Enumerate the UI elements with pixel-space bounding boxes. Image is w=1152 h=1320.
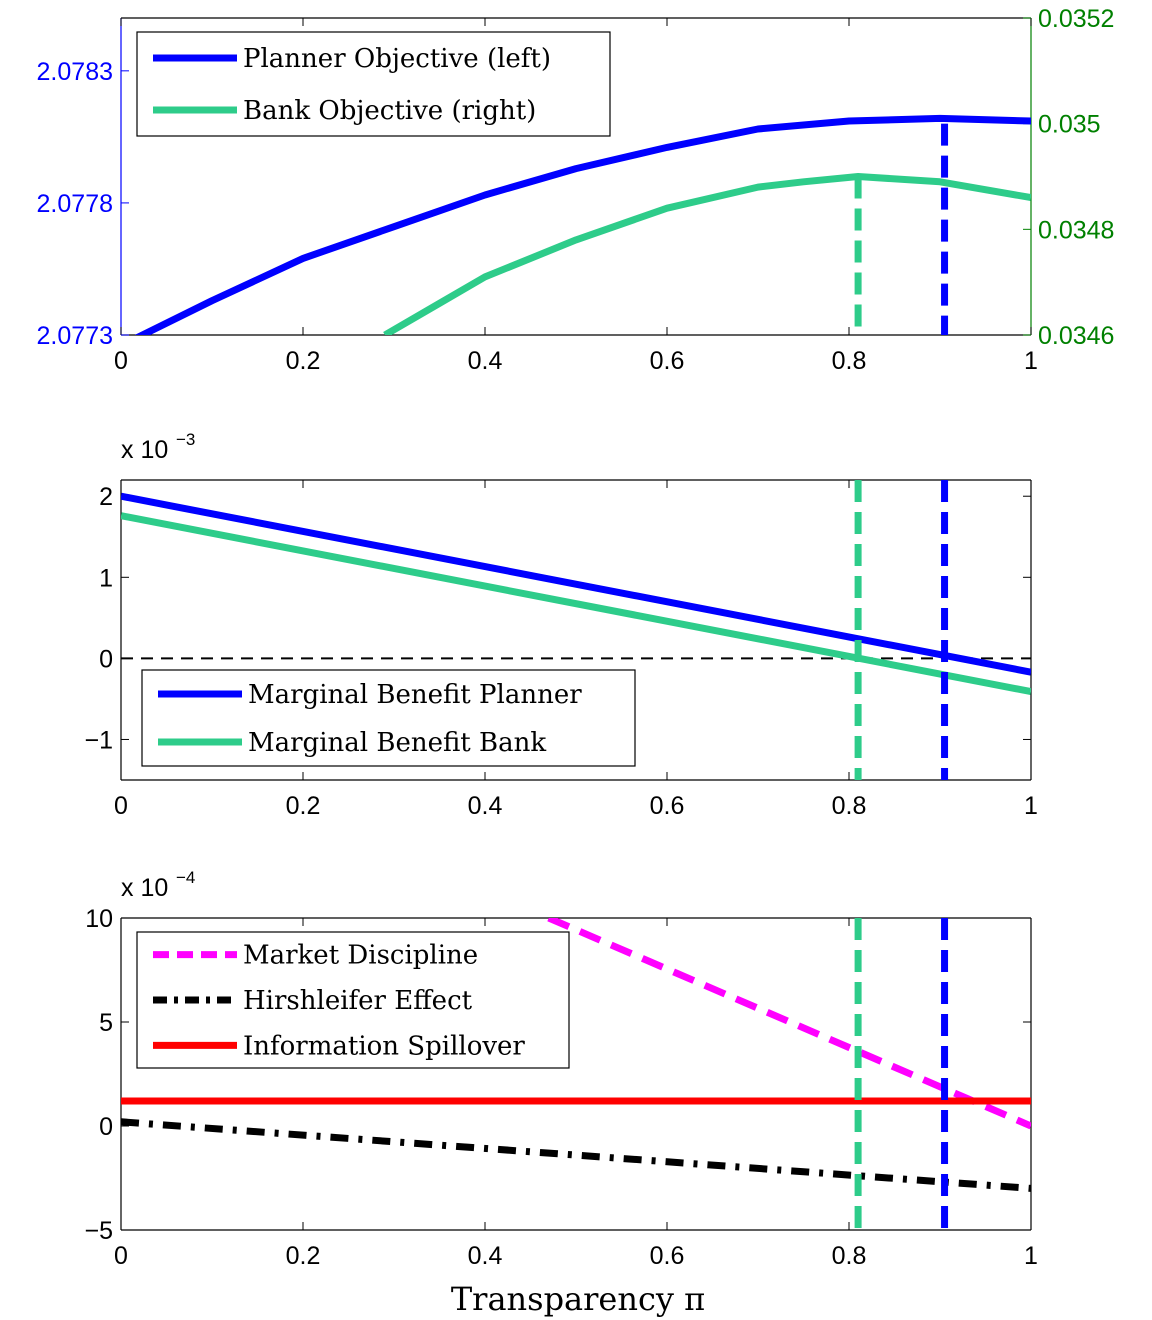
x-tick-label: 1: [1024, 1242, 1038, 1270]
y-tick-label: −5: [84, 1217, 113, 1245]
axes-frame: [120, 917, 1032, 1231]
x-tick-label: 0.2: [286, 1242, 321, 1270]
series-line: [121, 492, 1031, 676]
y-tick-label: 2.0778: [37, 190, 113, 218]
y-tick-label: −1: [84, 726, 113, 754]
y-tick-label: 2: [99, 483, 113, 511]
x-tick-label: 0.4: [468, 792, 503, 820]
x-tick-label: 0.2: [286, 792, 321, 820]
x-tick-label: 0.4: [468, 347, 503, 375]
y-right-tick-label: 0.0346: [1038, 322, 1114, 350]
y-multiplier-exponent: −3: [176, 430, 195, 449]
x-tick-label: 0.6: [650, 792, 685, 820]
x-tick-label: 0: [114, 347, 128, 375]
x-tick-label: 0: [114, 792, 128, 820]
x-tick-label: 1: [1024, 792, 1038, 820]
series-line: [383, 173, 1031, 335]
y-right-tick-label: 0.0348: [1038, 216, 1114, 244]
legend-label: Market Discipline: [243, 941, 478, 971]
y-tick-label: 0: [99, 1113, 113, 1141]
x-axis-label: Transparency π: [451, 1280, 705, 1318]
legend-label: Information Spillover: [243, 1031, 525, 1061]
y-tick-label: 0: [99, 645, 113, 673]
x-tick-label: 0.8: [832, 1242, 867, 1270]
panel-objectives: 0 0.2 0.4 0.6 0.8 1 2.0773 2.0778 2.0783 0.0346 0.…: [37, 5, 1115, 375]
x-tick-label: 0: [114, 1242, 128, 1270]
x-tick-label: 0.6: [650, 1242, 685, 1270]
x-tick-label: 0.2: [286, 347, 321, 375]
y-right-tick-label: 0.035: [1038, 111, 1101, 139]
x-tick-label: 0.6: [650, 347, 685, 375]
legend: Marginal Benefit Planner Marginal Benefit…: [141, 669, 636, 767]
legend-label: Marginal Benefit Bank: [248, 728, 546, 758]
legend-label: Planner Objective (left): [243, 44, 551, 74]
legend-label: Bank Objective (right): [243, 96, 536, 126]
y-tick-label: 2.0783: [37, 58, 113, 86]
y-tick-label: 10: [85, 905, 113, 933]
panel-marginal-benefit: 0 0.2 0.4 0.6 0.8 1 −1 0 1 2 x 10 −3 Marginal Benefi…: [84, 430, 1037, 820]
x-tick-label: 1: [1024, 347, 1038, 375]
x-tick-label: 0.8: [832, 347, 867, 375]
series-line: [547, 918, 1031, 1130]
axes-frame: [120, 479, 1032, 781]
y-multiplier-label: x 10: [121, 436, 168, 464]
series-line: [134, 114, 1031, 335]
y-right-tick-label: 0.0352: [1038, 5, 1114, 33]
y-tick-label: 2.0773: [37, 322, 113, 350]
y-tick-label: 1: [99, 564, 113, 592]
y-tick-label: 5: [99, 1009, 113, 1037]
y-multiplier-label: x 10: [121, 874, 168, 902]
x-tick-label: 0.4: [468, 1242, 503, 1270]
legend: Planner Objective (left) Bank Objective (…: [136, 31, 611, 137]
x-tick-label: 0.8: [832, 792, 867, 820]
series-line: [121, 512, 1031, 696]
legend-label: Hirshleifer Effect: [243, 986, 473, 1016]
series-line: [121, 1118, 1031, 1192]
legend: Market Discipline Hirshleifer Effect Infor…: [136, 931, 570, 1069]
y-multiplier-exponent: −4: [176, 868, 195, 887]
legend-label: Marginal Benefit Planner: [248, 680, 582, 710]
